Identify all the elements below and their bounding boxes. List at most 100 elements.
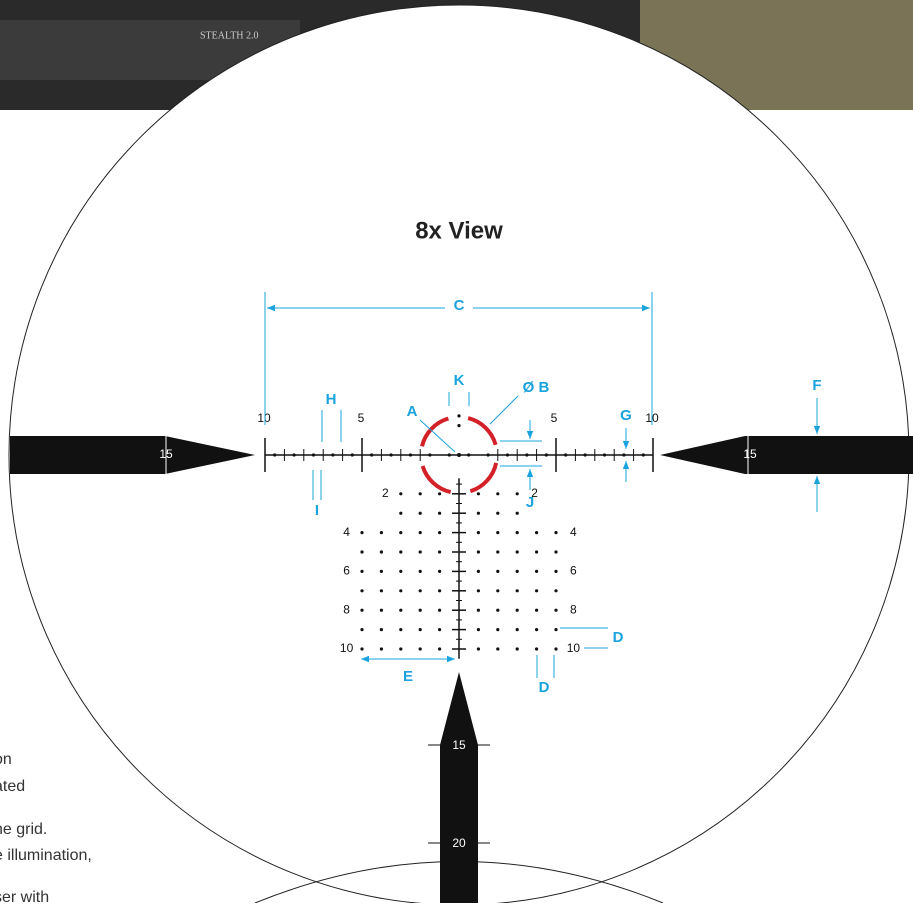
grid-dot — [360, 550, 363, 553]
grid-dot — [360, 628, 363, 631]
grid-dot — [516, 492, 519, 495]
half-dot — [273, 453, 276, 456]
grid-dot — [477, 492, 480, 495]
grid-dot — [380, 531, 383, 534]
center-dot — [457, 453, 461, 457]
grid-dot — [399, 570, 402, 573]
grid-dot — [516, 609, 519, 612]
grid-dot — [438, 628, 441, 631]
grid-dot — [380, 628, 383, 631]
grid-dot — [554, 589, 557, 592]
post-label: 15 — [743, 447, 757, 461]
half-dot — [351, 453, 354, 456]
half-dot — [312, 453, 315, 456]
grid-dot — [535, 609, 538, 612]
grid-dot — [380, 570, 383, 573]
grid-dot — [438, 512, 441, 515]
side-text: e illumination, — [0, 847, 92, 864]
left-post — [10, 436, 255, 474]
side-text: ser with — [0, 889, 49, 903]
callout: C — [454, 297, 465, 314]
rifle-photo: STEALTH 2.0 — [0, 0, 913, 110]
grid-dot — [496, 628, 499, 631]
half-dot — [370, 453, 373, 456]
grid-label: 4 — [570, 525, 577, 539]
grid-dot — [554, 647, 557, 650]
grid-dot — [419, 570, 422, 573]
grid-dot — [438, 570, 441, 573]
grid-dot — [535, 647, 538, 650]
grid-dot — [438, 492, 441, 495]
grid-dot — [516, 570, 519, 573]
half-dot — [293, 453, 296, 456]
grid-dot — [535, 589, 538, 592]
grid-dot — [496, 589, 499, 592]
grid-dot — [477, 628, 480, 631]
half-dot — [390, 453, 393, 456]
grid-label: 2 — [531, 486, 538, 500]
grid-dot — [516, 531, 519, 534]
grid-dot — [419, 609, 422, 612]
grid-dot — [419, 512, 422, 515]
grid-dot — [554, 628, 557, 631]
callout: E — [403, 668, 413, 685]
scale-label: 5 — [358, 411, 365, 425]
grid-dot — [477, 570, 480, 573]
grid-dot — [477, 512, 480, 515]
grid-dot — [496, 531, 499, 534]
grid-dot — [516, 589, 519, 592]
grid-dot — [496, 609, 499, 612]
grid-dot — [496, 512, 499, 515]
half-dot — [642, 453, 645, 456]
grid-dot — [516, 628, 519, 631]
grid-dot — [419, 531, 422, 534]
half-dot — [584, 453, 587, 456]
grid-dot — [380, 589, 383, 592]
right-post — [660, 436, 913, 474]
grid-label: 2 — [382, 486, 389, 500]
grid-label: 10 — [567, 641, 581, 655]
grid-dot — [399, 609, 402, 612]
grid-dot — [419, 550, 422, 553]
photo-text: STEALTH 2.0 — [200, 30, 259, 41]
reticle — [265, 414, 653, 658]
grid-dot — [535, 570, 538, 573]
grid-dot — [399, 589, 402, 592]
grid-label: 6 — [343, 564, 350, 578]
grid-dot — [438, 531, 441, 534]
center-dot — [457, 424, 460, 427]
scale-label: 5 — [551, 411, 558, 425]
grid-dot — [419, 628, 422, 631]
grid-label: 4 — [343, 525, 350, 539]
grid-dot — [535, 550, 538, 553]
grid-label: 10 — [340, 641, 354, 655]
grid-dot — [516, 512, 519, 515]
grid-dot — [554, 531, 557, 534]
half-dot — [525, 453, 528, 456]
grid-dot — [419, 492, 422, 495]
grid-dot — [554, 609, 557, 612]
grid-dot — [477, 647, 480, 650]
grid-dot — [438, 647, 441, 650]
grid-label: 8 — [570, 602, 577, 616]
half-dot — [545, 453, 548, 456]
grid-dot — [496, 570, 499, 573]
title: 8x View — [415, 217, 503, 244]
grid-dot — [399, 550, 402, 553]
half-dot — [331, 453, 334, 456]
half-dot — [487, 453, 490, 456]
grid-dot — [360, 531, 363, 534]
half-dot — [467, 453, 470, 456]
callout: D — [539, 679, 550, 696]
grid-dot — [399, 512, 402, 515]
half-dot — [428, 453, 431, 456]
half-dot — [603, 453, 606, 456]
grid-dot — [477, 609, 480, 612]
grid-dot — [516, 647, 519, 650]
callout: H — [326, 391, 337, 408]
grid-dot — [438, 589, 441, 592]
post-label: 15 — [452, 738, 466, 752]
grid-dot — [399, 492, 402, 495]
callout: I — [315, 502, 319, 519]
callout: Ø B — [523, 379, 550, 396]
